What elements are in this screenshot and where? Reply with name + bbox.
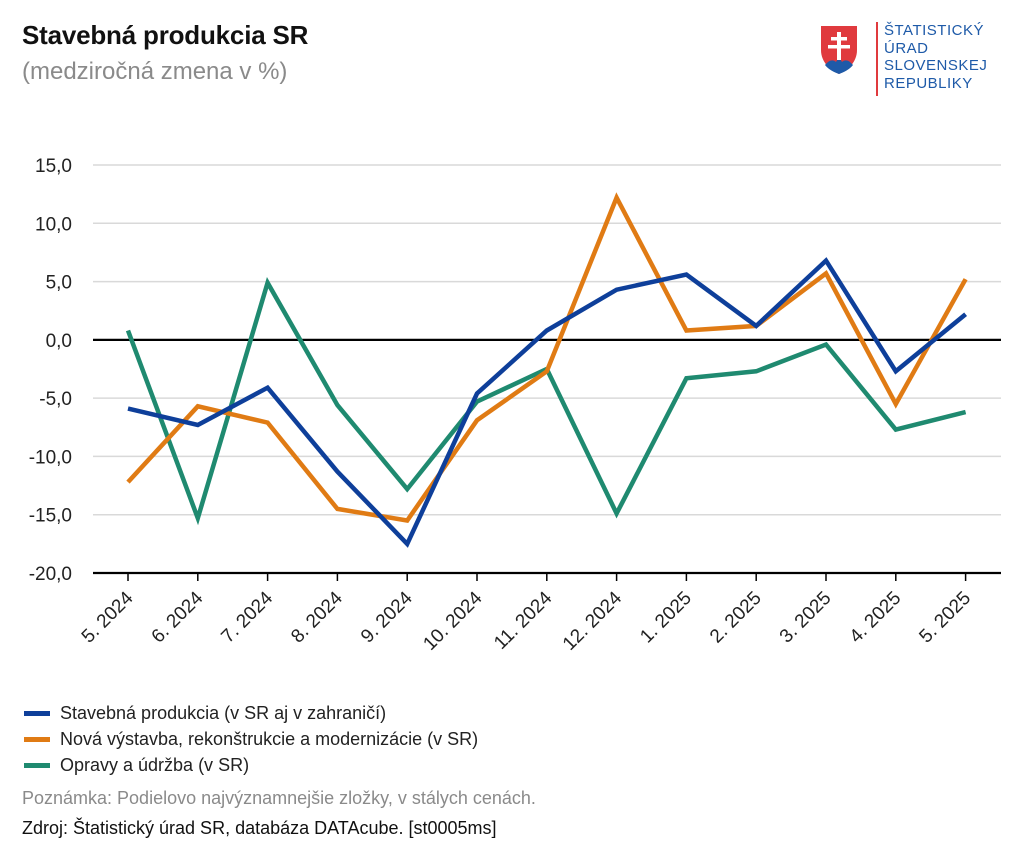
slovak-coat-of-arms-icon — [821, 26, 857, 74]
y-tick-label: 0,0 — [46, 331, 72, 352]
chart-note: Poznámka: Podielovo najvýznamnejšie zlož… — [22, 788, 536, 808]
legend-item: Stavebná produkcia (v SR aj v zahraničí) — [24, 700, 478, 726]
x-tick-label: 7. 2024 — [217, 587, 277, 647]
chart-subtitle: (medziročná zmena v %) — [22, 58, 288, 85]
grid — [93, 164, 1001, 516]
x-tick-label: 9. 2024 — [357, 587, 417, 647]
logo-line: ŠTATISTICKÝ — [884, 22, 984, 39]
series-lines — [125, 192, 968, 548]
x-tick-label: 5. 2025 — [915, 588, 975, 648]
logo-line: SLOVENSKEJ — [884, 57, 988, 74]
y-tick-label: -20,0 — [29, 564, 72, 585]
logo-line: ÚRAD — [884, 39, 929, 57]
susr-logo: ŠTATISTICKÝ ÚRAD SLOVENSKEJ REPUBLIKY — [818, 22, 1008, 100]
series-group — [125, 277, 967, 526]
x-tick-label: 6. 2024 — [148, 587, 208, 647]
x-tick-label: 3. 2025 — [776, 588, 836, 648]
legend-swatch — [24, 762, 50, 768]
x-tick-label: 11. 2024 — [490, 587, 556, 653]
x-tick-label: 4. 2025 — [846, 588, 906, 648]
legend-label: Stavebná produkcia (v SR aj v zahraničí) — [60, 702, 387, 723]
line-chart: 15,0 10,0 5,0 0,0 -5,0 -10,0 -15,0 -20,0 5. 2024… — [29, 156, 1001, 655]
chart-title: Stavebná produkcia SR — [22, 20, 309, 50]
logo-divider — [876, 22, 878, 96]
legend-item: Nová výstavba, rekonštrukcie a modernizá… — [24, 726, 478, 752]
series-line — [125, 277, 967, 526]
y-tick-label: -15,0 — [29, 506, 72, 527]
x-tick-label: 12. 2024 — [559, 587, 626, 654]
x-tick-label: 1. 2025 — [636, 588, 696, 648]
y-tick-label: -5,0 — [39, 389, 72, 410]
series-group — [127, 257, 968, 548]
legend-swatch — [24, 710, 50, 716]
legend-swatch — [24, 736, 50, 742]
legend-label: Opravy a údržba (v SR) — [60, 754, 250, 775]
logo-text: ŠTATISTICKÝ ÚRAD SLOVENSKEJ REPUBLIKY — [884, 22, 987, 92]
logo-line: REPUBLIKY — [884, 74, 973, 92]
legend: Stavebná produkcia (v SR aj v zahraničí)… — [24, 700, 478, 778]
legend-item: Opravy a údržba (v SR) — [24, 752, 478, 778]
y-tick-label: 15,0 — [35, 156, 72, 177]
chart-source: Zdroj: Štatistický úrad SR, databáza DAT… — [22, 818, 497, 838]
series-group — [126, 192, 968, 523]
axes — [93, 338, 1001, 581]
y-tick-label: 10,0 — [35, 214, 72, 235]
x-tick-label: 10. 2024 — [419, 587, 486, 654]
x-tick-label: 8. 2024 — [287, 587, 347, 647]
y-tick-label: -10,0 — [29, 447, 72, 468]
x-tick-label: 2. 2025 — [706, 588, 766, 648]
y-tick-label: 5,0 — [46, 273, 72, 294]
x-tick-label: 5. 2024 — [78, 587, 138, 647]
legend-label: Nová výstavba, rekonštrukcie a modernizá… — [60, 728, 479, 749]
